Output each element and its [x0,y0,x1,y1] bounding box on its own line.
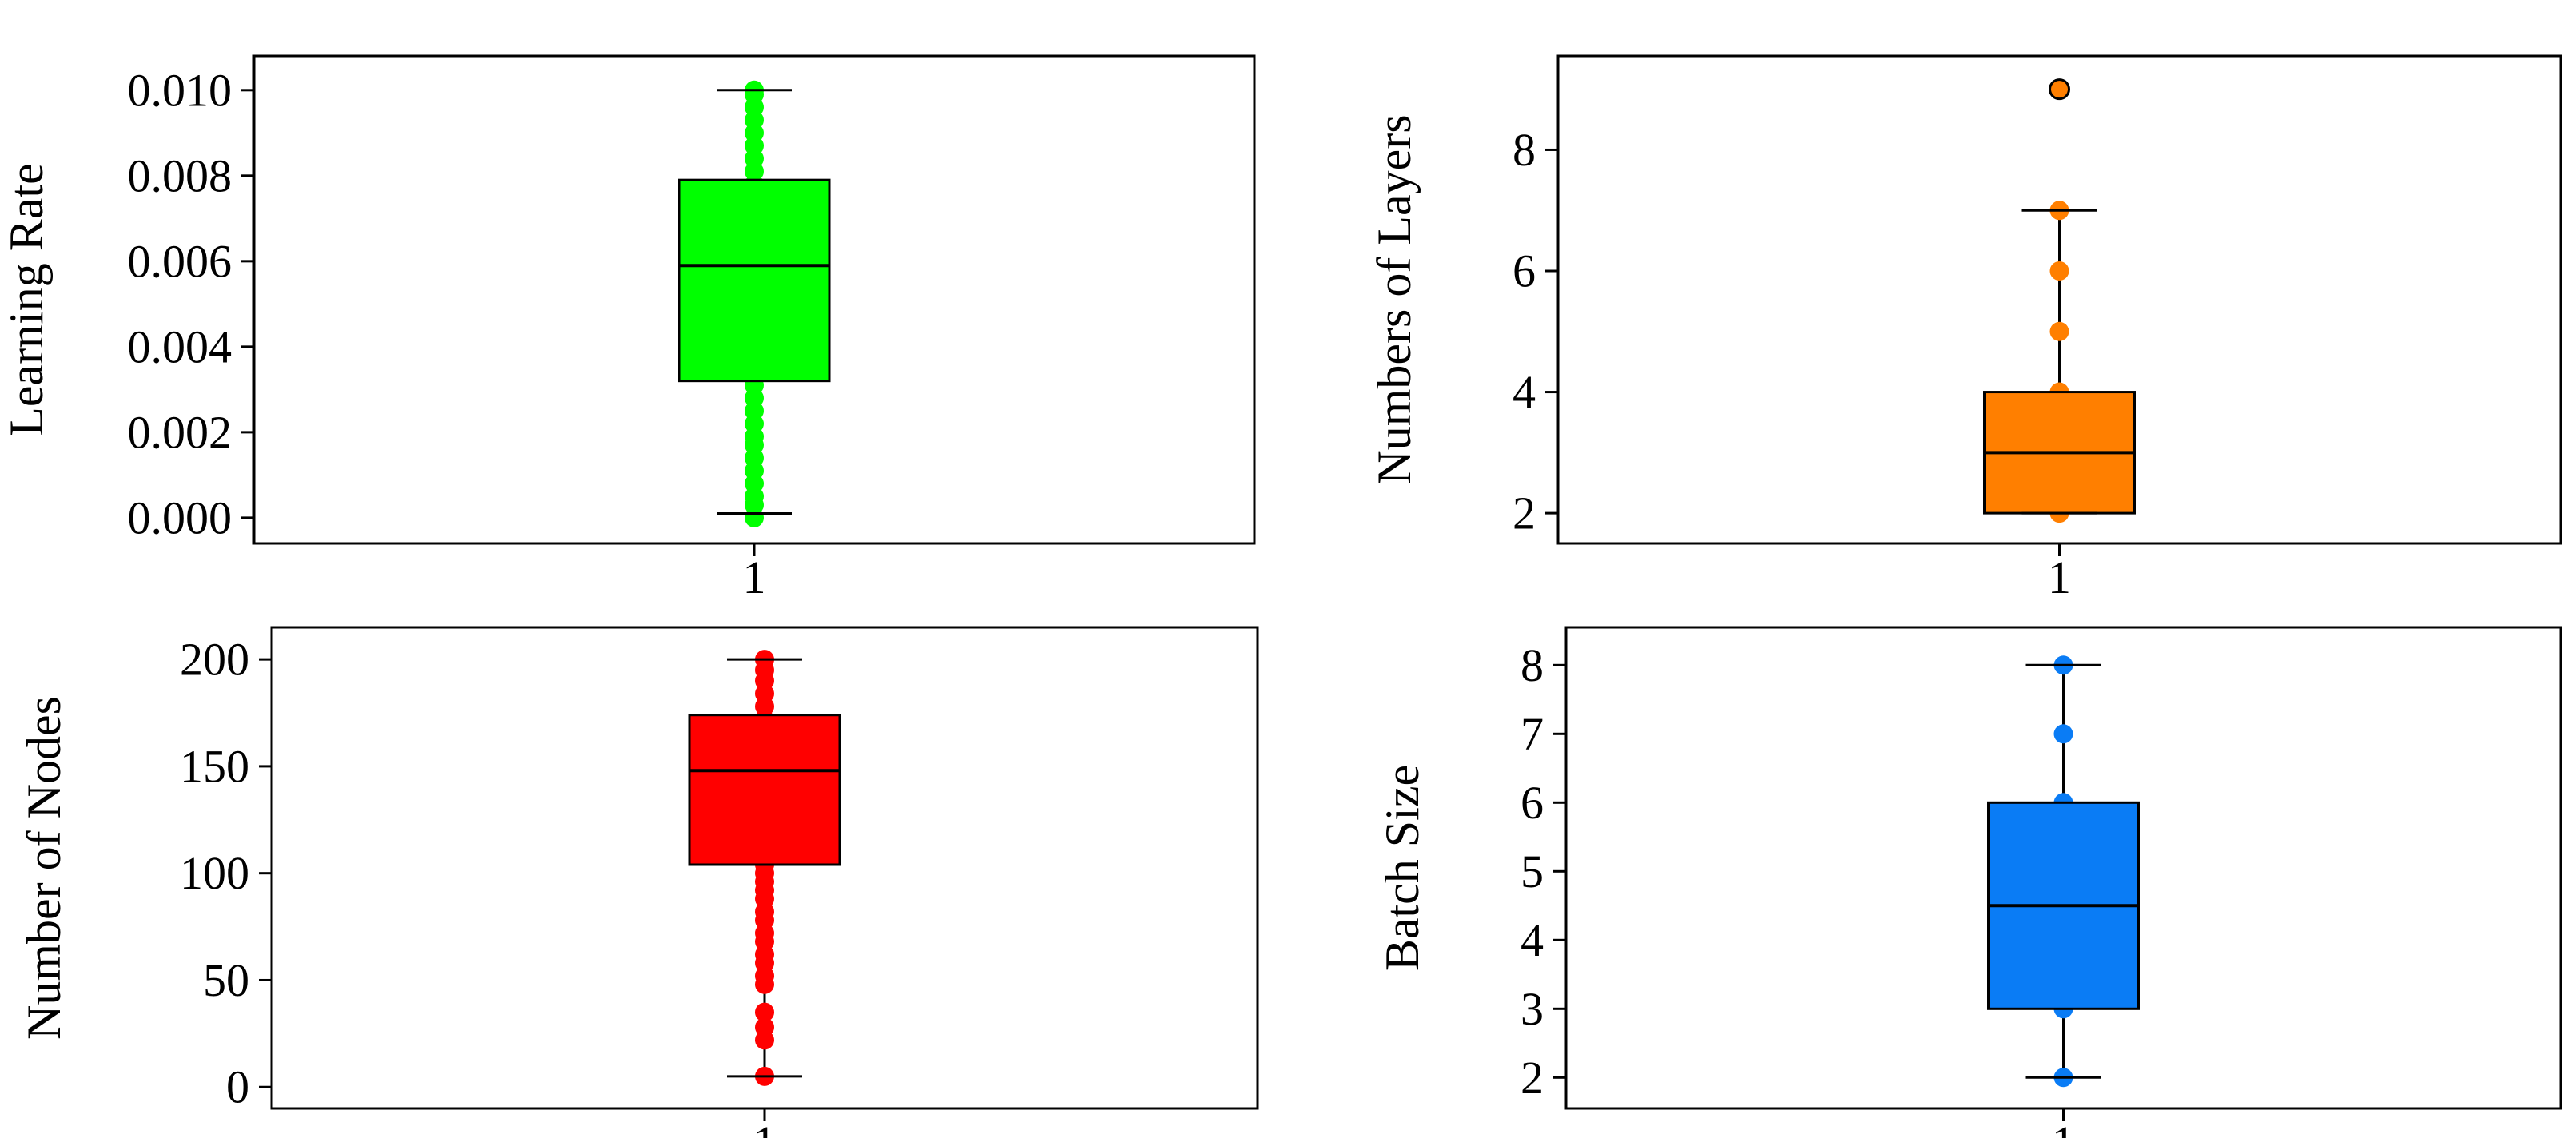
y-tick-label: 0.010 [128,64,233,116]
chart-panel-bottom-right: 2 3 4 5 6 7 8 1 Batch Size [1376,626,2562,1138]
box-iqr [678,178,831,383]
data-point [2049,261,2069,281]
y-tick-label: 0.008 [128,149,233,201]
y-tick-label: 8 [1513,124,1536,176]
y-tick-label: 6 [1513,245,1536,297]
y-axis-label: Number of Nodes [18,696,70,1040]
y-tick-label: 0.006 [128,235,233,287]
y-axis-label: Batch Size [1376,765,1429,971]
chart-panel-top-right: 2 4 6 8 1 Numbers of Layers [1368,54,2562,603]
y-axis-label: Numbers of Layers [1368,114,1421,484]
x-tick-label: 1 [753,1116,777,1138]
x-tick-label: 1 [743,551,766,603]
y-tick-label: 7 [1521,708,1544,760]
y-tick-label: 3 [1521,983,1544,1035]
data-point [2049,321,2069,341]
y-tick-label: 0.000 [128,491,233,543]
y-axis-label: Learning Rate [0,163,53,436]
y-tick-label: 5 [1521,846,1544,897]
data-point [755,1017,774,1037]
y-tick-label: 0 [226,1061,249,1113]
y-tick-label: 6 [1521,777,1544,829]
x-tick-label: 1 [2052,1116,2075,1138]
chart-panel-top-left: 0.000 0.002 0.004 0.006 0.008 0.010 1 Learning … [0,54,1256,603]
y-tick-label: 0.002 [128,406,233,458]
y-tick-label: 100 [180,847,249,899]
y-tick-label: 4 [1521,914,1544,966]
chart-panel-bottom-left: 0 50 100 150 200 1 Number of Nodes [18,626,1259,1138]
data-point [2053,724,2073,744]
box-iqr [688,714,841,866]
y-tick-label: 150 [180,740,249,792]
outlier-point [2049,78,2070,101]
y-tick-label: 0.004 [128,320,233,372]
y-tick-label: 2 [1513,487,1536,539]
y-tick-label: 4 [1513,366,1536,418]
x-tick-label: 1 [2048,551,2071,603]
y-tick-label: 2 [1521,1052,1544,1104]
y-tick-label: 8 [1521,639,1544,691]
data-point [755,1002,774,1022]
y-tick-label: 200 [180,634,249,686]
y-tick-label: 50 [203,954,249,1006]
